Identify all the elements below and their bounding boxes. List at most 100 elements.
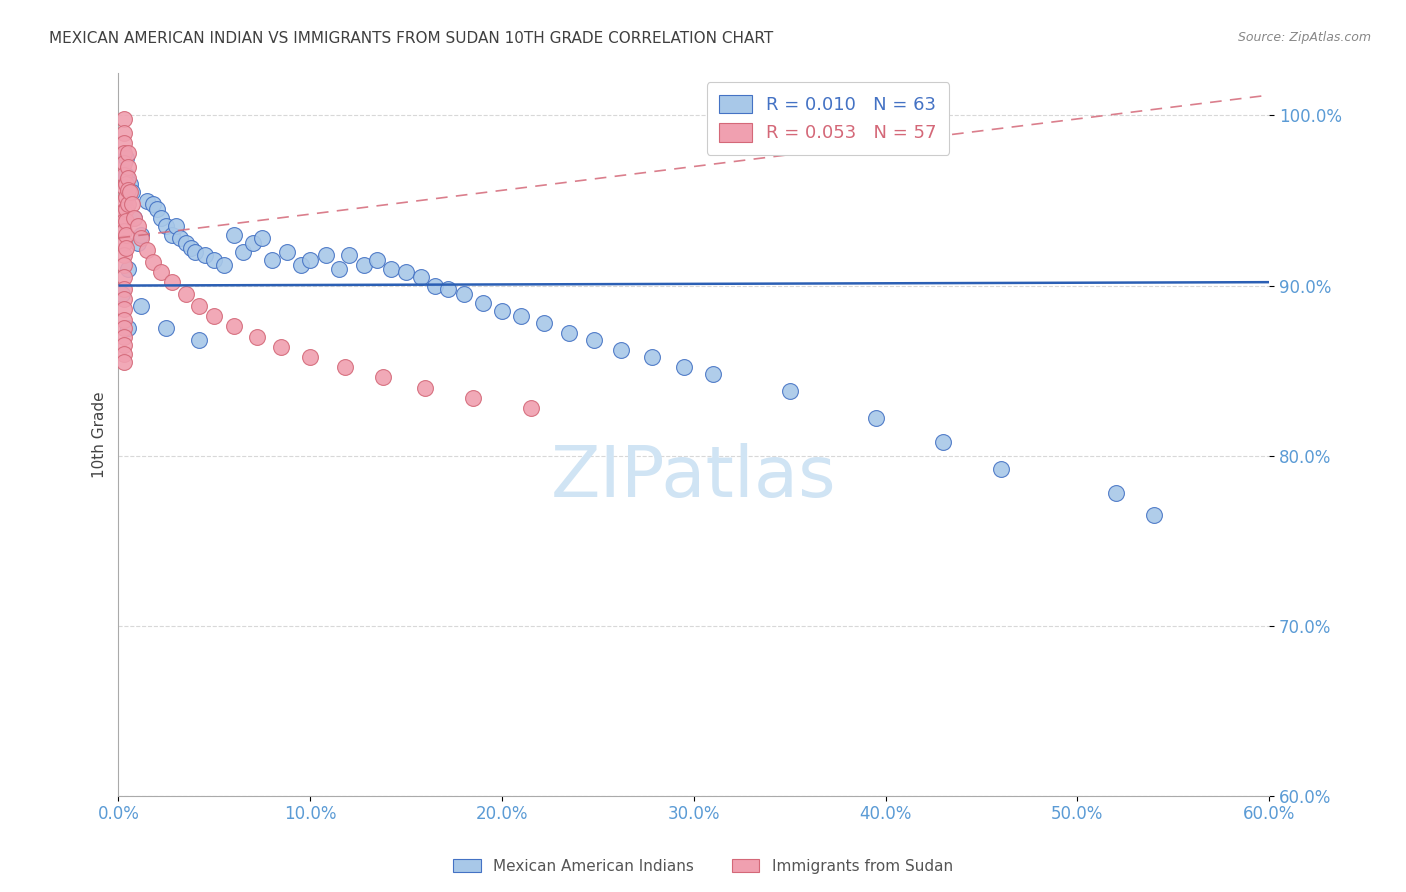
Point (423, 278, 446, 293)
Point (276, 244, 298, 259)
Point (117, 145, 139, 160)
Point (932, 435, 955, 450)
Point (491, 304, 513, 318)
Point (174, 287, 197, 301)
Point (202, 309, 225, 323)
Point (333, 360, 356, 375)
Point (112, 156, 135, 170)
Point (180, 241, 202, 255)
Point (395, 265, 418, 279)
Point (242, 235, 264, 250)
Point (112, 329, 135, 343)
Point (366, 253, 388, 268)
Point (112, 282, 135, 296)
Point (380, 261, 402, 276)
Point (112, 145, 135, 160)
Point (112, 302, 135, 317)
Point (131, 231, 153, 245)
Point (115, 227, 138, 242)
Point (270, 340, 292, 354)
Point (142, 254, 165, 268)
Point (118, 177, 141, 191)
Point (299, 350, 322, 364)
Point (112, 248, 135, 262)
Point (160, 227, 183, 242)
Point (117, 197, 139, 211)
Point (115, 151, 138, 165)
Point (112, 112, 135, 126)
Point (115, 202, 138, 216)
Point (136, 243, 159, 257)
Point (111, 287, 134, 301)
Point (112, 312, 135, 326)
Point (1143, 508, 1166, 523)
Point (202, 253, 225, 268)
Point (115, 241, 138, 255)
Point (117, 261, 139, 276)
Point (122, 211, 145, 225)
Point (222, 227, 245, 242)
Text: ZIPatlas: ZIPatlas (551, 443, 837, 512)
Point (121, 185, 143, 199)
Point (117, 171, 139, 186)
Point (146, 202, 169, 216)
Point (131, 299, 153, 313)
Point (112, 258, 135, 272)
Point (413, 381, 436, 395)
Point (112, 346, 135, 360)
Point (533, 316, 555, 330)
Point (112, 224, 135, 238)
Point (160, 275, 183, 289)
Point (582, 333, 605, 347)
Point (337, 248, 360, 262)
Point (142, 197, 165, 211)
Point (118, 185, 141, 199)
Point (353, 258, 375, 272)
Point (865, 411, 887, 425)
Point (131, 227, 153, 242)
Point (610, 343, 633, 358)
Point (115, 214, 138, 228)
Point (112, 338, 135, 352)
Point (299, 253, 322, 268)
Point (169, 231, 191, 245)
Point (437, 282, 460, 296)
Point (136, 194, 159, 208)
Point (453, 287, 475, 301)
Point (640, 350, 662, 364)
Legend: R = 0.010   N = 63, R = 0.053   N = 57: R = 0.010 N = 63, R = 0.053 N = 57 (707, 82, 949, 155)
Point (149, 211, 172, 225)
Point (112, 321, 135, 335)
Y-axis label: 10th Grade: 10th Grade (93, 391, 107, 478)
Point (174, 235, 197, 250)
Point (117, 160, 139, 174)
Point (112, 235, 135, 250)
Point (127, 235, 149, 250)
Point (127, 219, 149, 233)
Point (112, 168, 135, 182)
Point (411, 270, 433, 285)
Point (371, 370, 394, 384)
Point (252, 231, 274, 245)
Legend: Mexican American Indians, Immigrants from Sudan: Mexican American Indians, Immigrants fro… (447, 853, 959, 880)
Point (115, 190, 138, 204)
Point (112, 270, 135, 285)
Point (184, 244, 207, 259)
Point (212, 258, 235, 272)
Point (112, 136, 135, 150)
Point (702, 367, 724, 381)
Point (990, 462, 1012, 476)
Point (117, 321, 139, 335)
Point (673, 360, 696, 375)
Point (112, 126, 135, 140)
Point (232, 244, 254, 259)
Point (112, 355, 135, 369)
Point (188, 299, 211, 313)
Point (115, 168, 138, 182)
Point (112, 194, 135, 208)
Point (149, 265, 172, 279)
Point (165, 219, 187, 233)
Point (315, 248, 337, 262)
Text: MEXICAN AMERICAN INDIAN VS IMMIGRANTS FROM SUDAN 10TH GRADE CORRELATION CHART: MEXICAN AMERICAN INDIAN VS IMMIGRANTS FR… (49, 31, 773, 46)
Point (188, 333, 211, 347)
